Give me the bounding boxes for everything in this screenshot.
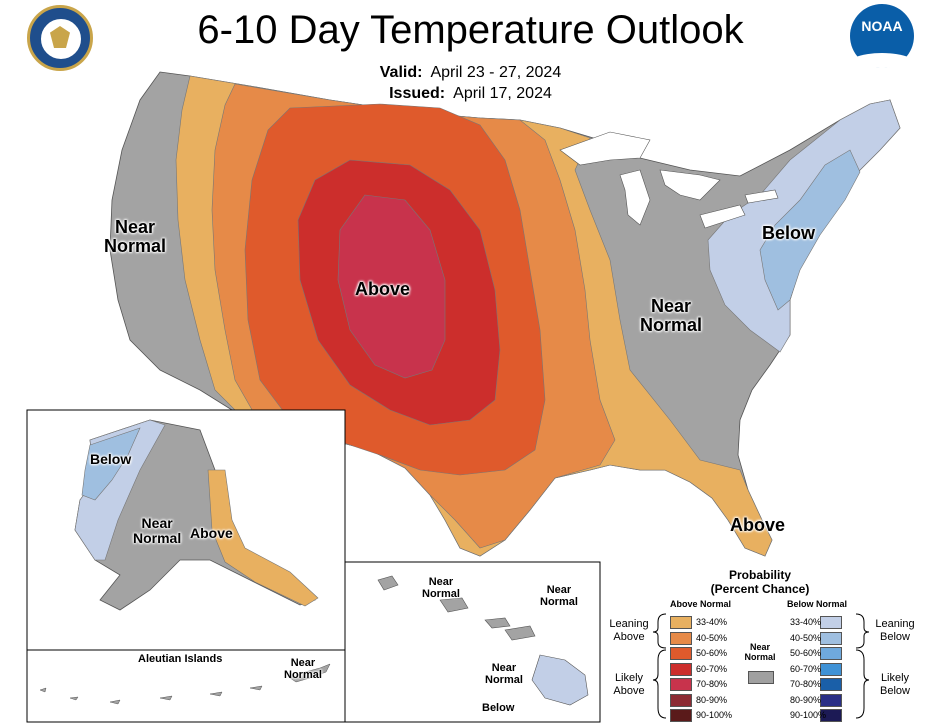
issued-label: Issued: xyxy=(389,85,446,102)
legend-likely-above: Likely Above xyxy=(613,672,645,697)
legend-below-swatch xyxy=(820,693,842,707)
label-northeast-below: Below xyxy=(762,223,816,243)
label-hawaii-below: Below xyxy=(482,702,515,714)
legend-below-label: 40-50% xyxy=(790,632,822,643)
legend-above-swatch xyxy=(670,662,692,676)
noaa-logo-text: NOAA xyxy=(861,18,903,34)
legend-below-swatch xyxy=(820,709,842,722)
legend-leaning-below: Leaning Below xyxy=(875,618,915,643)
valid-line: Valid: April 23 - 27, 2024 xyxy=(0,64,941,82)
legend-above-label: 50-60% xyxy=(696,648,728,658)
doc-seal-logo xyxy=(27,5,93,71)
legend-above-label: 60-70% xyxy=(696,663,728,674)
legend-below-label: 70-80% xyxy=(790,679,822,689)
hawaii-big-island xyxy=(531,654,589,706)
label-aleutian-title: Aleutian Islands xyxy=(138,653,223,665)
legend-above-swatch xyxy=(670,631,692,645)
issued-line: Issued: April 17, 2024 xyxy=(0,85,941,103)
legend-near-normal-label: Near Normal xyxy=(744,642,776,663)
label-hawaii-ne-near-normal: Near Normal xyxy=(540,584,578,608)
legend-below-label: 90-100% xyxy=(790,710,827,720)
valid-label: Valid: xyxy=(379,64,423,81)
legend-below-swatch xyxy=(820,662,842,676)
legend-above-header: Above Normal xyxy=(670,599,732,609)
noaa-logo: NOAA xyxy=(850,4,914,68)
legend-above-label: 80-90% xyxy=(696,694,728,705)
legend-above-label: 40-50% xyxy=(696,632,728,643)
legend-above-label: 33-40% xyxy=(696,617,728,627)
aleutian-islands xyxy=(39,663,331,705)
alaska-above-region xyxy=(207,469,319,607)
valid-dates: April 23 - 27, 2024 xyxy=(430,64,562,81)
legend-leaning-above: Leaning Above xyxy=(609,618,649,643)
legend-above-swatch xyxy=(670,678,692,691)
page-title: 6-10 Day Temperature Outlook xyxy=(197,8,744,52)
alaska-below-darker-region xyxy=(81,427,141,501)
legend-below-label: 80-90% xyxy=(790,694,822,705)
legend-braces-right xyxy=(855,613,870,719)
legend-above-label: 70-80% xyxy=(696,679,728,689)
label-florida-above: Above xyxy=(730,515,786,535)
issued-date: April 17, 2024 xyxy=(453,85,552,102)
label-hawaii-nw-near-normal: Near Normal xyxy=(422,576,460,600)
legend-above-label: 90-100% xyxy=(696,710,733,720)
label-east-near-normal: Near Normal xyxy=(640,296,703,335)
legend-title: Probability (Percent Chance) xyxy=(710,568,810,596)
legend-below-label: 60-70% xyxy=(790,663,822,674)
above-70-80-region xyxy=(337,194,446,379)
aleutian-inset-frame xyxy=(26,649,346,723)
legend-below-swatch xyxy=(820,678,842,691)
legend-near-normal-swatch xyxy=(748,671,774,684)
label-west-near-normal: Near Normal xyxy=(104,217,167,256)
legend-below-label: 33-40% xyxy=(790,617,822,627)
legend-below-header: Below Normal xyxy=(787,599,848,609)
legend-below-swatch xyxy=(820,647,842,660)
below-40-50-region xyxy=(759,149,861,311)
label-hawaii-c-near-normal: Near Normal xyxy=(485,662,523,686)
legend-likely-below: Likely Below xyxy=(880,672,910,697)
legend-above-swatch xyxy=(670,616,692,629)
legend-above-swatch xyxy=(670,647,692,660)
label-aleutian-near-normal: Near Normal xyxy=(284,657,322,681)
great-lakes xyxy=(559,131,779,229)
label-central-above: Above xyxy=(355,279,411,299)
label-alaska-above: Above xyxy=(190,525,233,541)
label-alaska-below: Below xyxy=(90,451,132,467)
legend-above-swatch xyxy=(670,709,692,722)
legend-braces xyxy=(652,613,667,719)
label-alaska-near-normal: Near Normal xyxy=(133,515,182,546)
legend-below-label: 50-60% xyxy=(790,648,822,658)
legend-below-swatch xyxy=(820,616,842,629)
hawaii-islands xyxy=(377,575,536,641)
legend-above-swatch xyxy=(670,693,692,707)
legend-below-swatch xyxy=(820,631,842,645)
